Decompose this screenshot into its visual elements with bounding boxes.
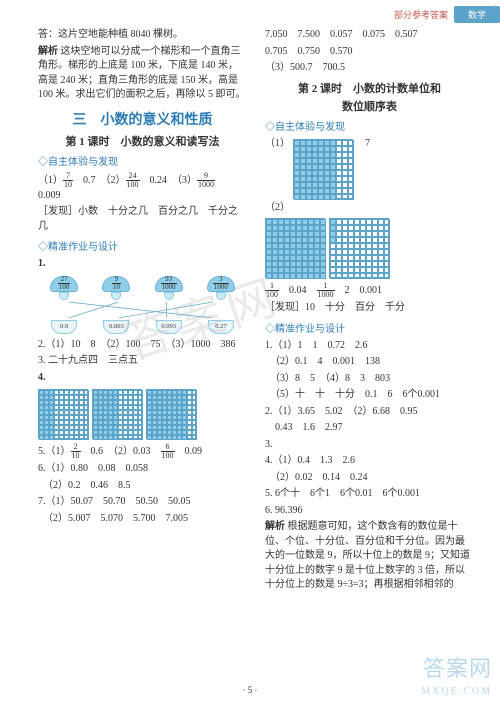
connection-lines bbox=[38, 302, 247, 318]
r-item2-label: （2） bbox=[265, 201, 474, 216]
analysis-block: 解析 这块空地可以分成一个梯形和一个直角三角形。梯形的上底是 100 米，下底是… bbox=[38, 45, 247, 103]
grid-r2 bbox=[265, 217, 325, 278]
basket-row: 0.9 0.003 0.093 0.27 bbox=[38, 320, 247, 334]
r-q2b: 0.43 1.6 2.97 bbox=[265, 421, 474, 436]
q6b: （2）0.2 0.46 8.5 bbox=[38, 479, 247, 494]
grid-row bbox=[38, 389, 247, 439]
r-q2: 2.（1）3.65 5.02 （2）6.68 0.95 bbox=[265, 405, 474, 420]
right-column: 7.050 7.500 0.057 0.075 0.507 0.705 0.75… bbox=[265, 28, 474, 595]
answer-watermark: 答案网 bbox=[423, 651, 492, 683]
basket-3: 0.093 bbox=[156, 320, 182, 334]
analysis-text: 这块空地可以分成一个梯形和一个直角三角形。梯形的上底是 100 米，下底是 14… bbox=[38, 46, 246, 101]
lesson1-title: 第 1 课时 小数的意义和读写法 bbox=[38, 133, 247, 149]
r-analysis-label: 解析 bbox=[265, 521, 285, 532]
answer-watermark-url: MXQE.COM bbox=[421, 686, 492, 697]
connection-svg bbox=[38, 302, 247, 318]
content-area: 答：这片空地能种植 8040 棵树。 解析 这块空地可以分成一个梯形和一个直角三… bbox=[0, 28, 500, 595]
q1-label: 1. bbox=[38, 257, 247, 272]
corner-plus-icon: + bbox=[492, 2, 498, 13]
mushroom-row: 27100 910 931000 31000 bbox=[38, 276, 247, 300]
q2: 2.（1）10 8 （2）100 75 （3）1000 386 bbox=[38, 338, 247, 353]
mushroom-3: 931000 bbox=[155, 276, 183, 300]
right-top-1: 7.050 7.500 0.057 0.075 0.507 bbox=[265, 28, 474, 43]
header-ref: 部分参考答案 bbox=[388, 8, 454, 21]
section3-title: 三 小数的意义和性质 bbox=[38, 109, 247, 129]
r-item1: （1） 7 bbox=[265, 137, 474, 199]
q7: 7.（1）50.07 50.70 50.50 50.05 bbox=[38, 495, 247, 510]
r-q5: 5. 6个十 6个1 6个0.01 6个0.001 bbox=[265, 487, 474, 502]
grid-r1 bbox=[293, 138, 353, 149]
exp-item-1: （1）710 0.7 （2）24100 0.24 （3）91000 0.009 bbox=[38, 172, 247, 204]
lesson2-title-b: 数位顺序表 bbox=[265, 98, 474, 114]
r-experience-heading: ◇自主体验与发现 bbox=[265, 118, 474, 133]
page-header: 部分参考答案 数学 + bbox=[0, 0, 500, 28]
experience-heading: ◇自主体验与发现 bbox=[38, 153, 247, 168]
q7b: （2）5.007 5.070 5.700 7.005 bbox=[38, 512, 247, 527]
basket-4: 0.27 bbox=[208, 320, 234, 334]
q5: 5.（1）210 0.6 （2）0.03 6100 0.09 bbox=[38, 443, 247, 460]
answer-line: 答：这片空地能种植 8040 棵树。 bbox=[38, 28, 247, 43]
r-discover: ［发现］10 十分 百分 千分 bbox=[265, 301, 474, 316]
r-q6: 6. 96.396 bbox=[265, 504, 474, 519]
r-q1: 1.（1）1 1 0.72 2.6 bbox=[265, 339, 474, 354]
mushroom-4: 31000 bbox=[207, 276, 235, 300]
r-q4: 4.（1）0.4 1.3 2.6 bbox=[265, 454, 474, 469]
r-q3: 3. bbox=[265, 438, 474, 453]
right-top-3: （3）500.7 700.5 bbox=[265, 61, 474, 76]
r-q1c: （3）8 5 （4）8 3 803 bbox=[265, 372, 474, 387]
r-frac-line: 1100 0.04 11000 2 0.001 bbox=[265, 282, 474, 299]
right-top-2: 0.705 0.750 0.570 bbox=[265, 45, 474, 60]
exp-item-2: ［发现］小数 十分之几 百分之几 千分之几 bbox=[38, 205, 247, 234]
header-bar: 部分参考答案 数学 bbox=[388, 6, 500, 22]
mushroom-1: 27100 bbox=[50, 276, 78, 300]
homework-heading: ◇精准作业与设计 bbox=[38, 238, 247, 253]
r-q1d: （5）十 十 十分 0.1 6 6个0.001 bbox=[265, 388, 474, 403]
r-q1b: （2）0.1 4 0.001 138 bbox=[265, 355, 474, 370]
q4-grids bbox=[38, 389, 247, 439]
r-analysis-text: 根据题意可知，这个数含有的数位是十位、个位、十分位、百分位和千分位。因为最大的一… bbox=[265, 521, 470, 590]
basket-1: 0.9 bbox=[51, 320, 77, 334]
lesson2-title-a: 第 2 课时 小数的计数单位和 bbox=[265, 80, 474, 96]
q4-label: 4. bbox=[38, 371, 247, 386]
r-q4b: （2）0.02 0.14 0.24 bbox=[265, 471, 474, 486]
r-homework-heading: ◇精准作业与设计 bbox=[265, 320, 474, 335]
grid-r2-row bbox=[265, 217, 474, 278]
left-column: 答：这片空地能种植 8040 棵树。 解析 这块空地可以分成一个梯形和一个直角三… bbox=[38, 28, 247, 595]
analysis-label: 解析 bbox=[38, 46, 58, 57]
basket-2: 0.003 bbox=[103, 320, 129, 334]
q3: 3. 二十九点四 三点五 bbox=[38, 354, 247, 369]
grid-r2b bbox=[329, 217, 389, 278]
q6: 6.（1）0.80 0.08 0.058 bbox=[38, 462, 247, 477]
r-analysis: 解析 根据题意可知，这个数含有的数位是十位、个位、十分位、百分位和千分位。因为最… bbox=[265, 520, 474, 593]
mushroom-2: 910 bbox=[102, 276, 130, 300]
